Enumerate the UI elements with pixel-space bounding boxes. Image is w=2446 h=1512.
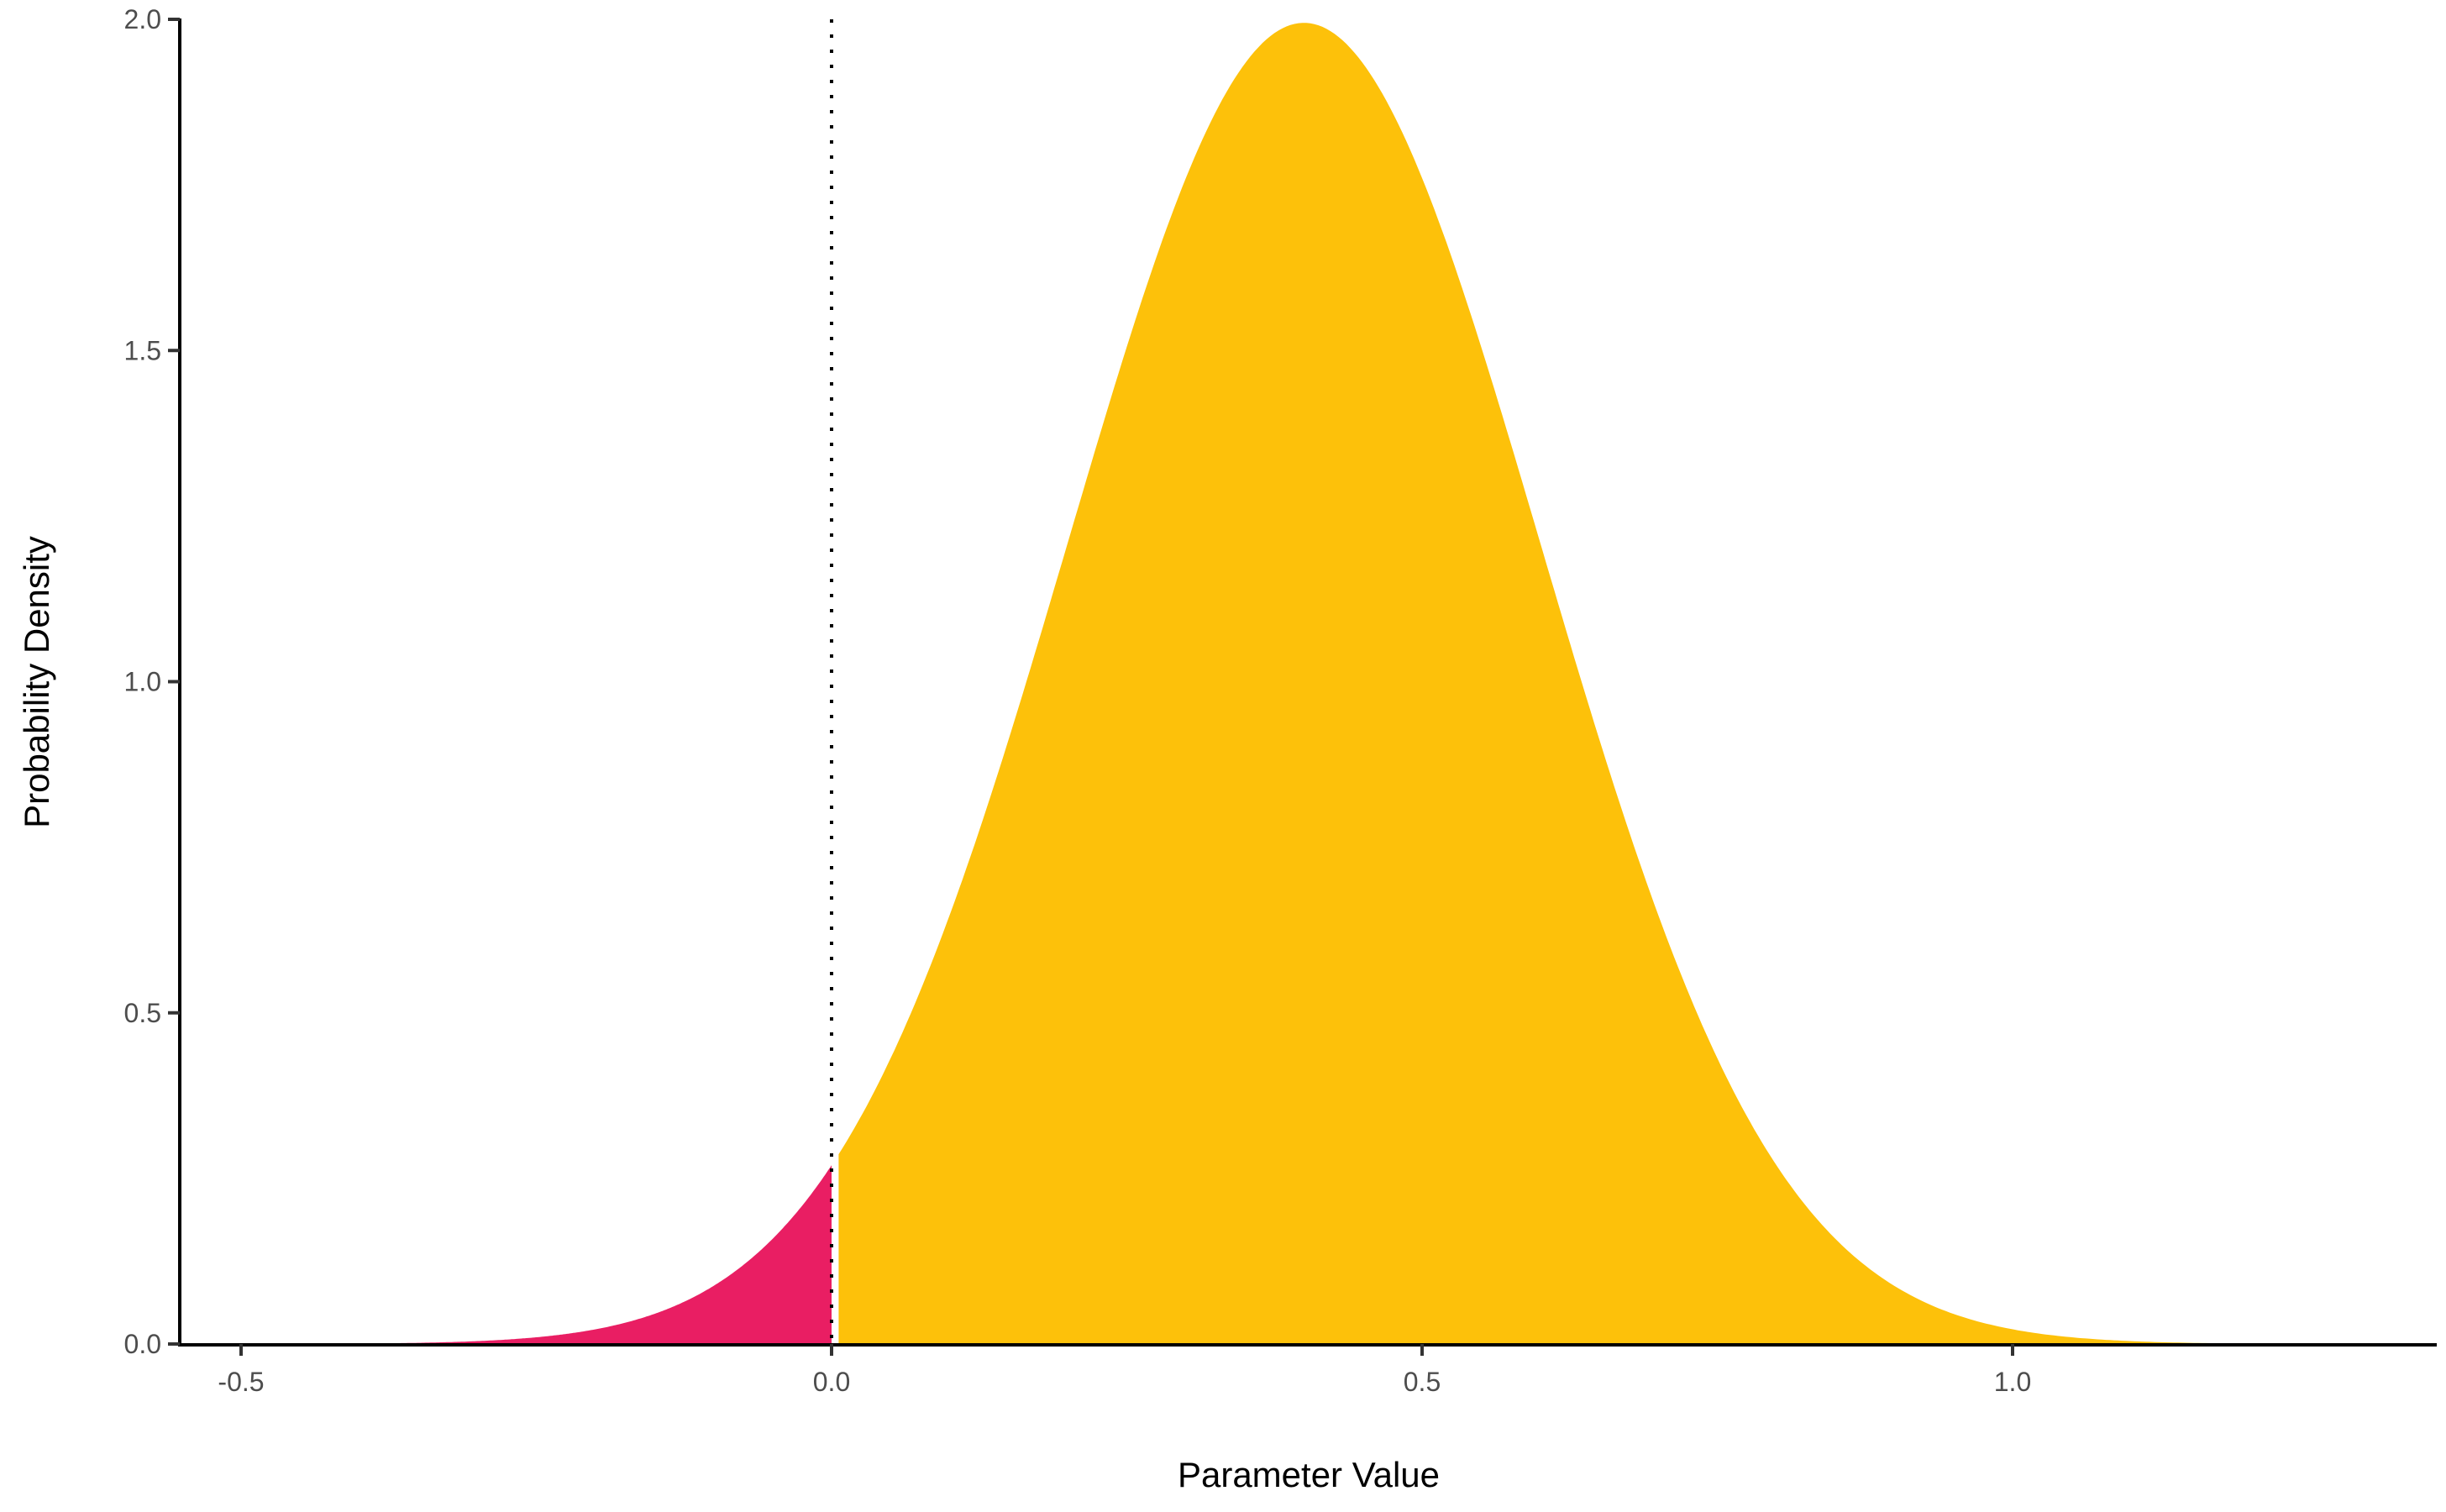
x-tick-label: 0.0 — [813, 1367, 850, 1397]
x-tick-label: 1.0 — [1994, 1367, 2031, 1397]
y-axis-ticks: 0.0 0.5 1.0 1.5 2.0 — [124, 4, 180, 1359]
y-tick-label: 0.0 — [124, 1329, 161, 1359]
density-areas — [181, 23, 2438, 1345]
density-area-below-threshold — [181, 1165, 832, 1344]
y-tick-label: 1.5 — [124, 335, 161, 365]
x-axis-title: Parameter Value — [1178, 1455, 1440, 1494]
y-tick-label: 2.0 — [124, 4, 161, 34]
y-tick-label: 0.5 — [124, 998, 161, 1028]
y-axis-title: Probability Density — [17, 536, 56, 828]
x-axis-ticks: -0.5 0.0 0.5 1.0 — [218, 1344, 2031, 1397]
x-tick-label: -0.5 — [218, 1367, 264, 1397]
density-area-above-threshold — [838, 23, 2438, 1345]
y-tick-label: 1.0 — [124, 667, 161, 697]
x-tick-label: 0.5 — [1404, 1367, 1441, 1397]
